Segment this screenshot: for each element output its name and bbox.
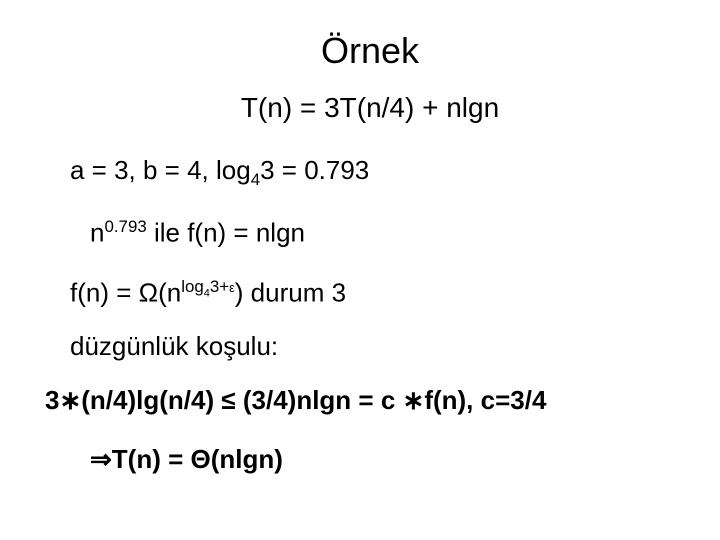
case-log: log: [181, 277, 204, 296]
reg-d: f(n), c=3/4: [424, 385, 546, 415]
slide-title: Örnek: [70, 30, 670, 72]
reg-a: 3: [45, 385, 59, 415]
params-sub: 4: [251, 170, 260, 189]
implies-arrow: ⇒: [90, 444, 112, 474]
params-a: a = 3, b = 4, log: [70, 155, 251, 185]
case-a: f(n) =: [70, 277, 139, 307]
params-line: a = 3, b = 4, log43 = 0.793: [70, 154, 670, 191]
result-line: ⇒T(n) = Θ(nlgn): [90, 443, 670, 477]
case-sup2: 3+: [210, 277, 229, 296]
compare-n: n: [90, 218, 104, 248]
leq-symbol: ≤: [221, 385, 235, 415]
result-b: (nlgn): [211, 444, 283, 474]
recurrence-text: T(n) = 3T(n/4) + nlgn: [241, 92, 499, 123]
params-b: 3 = 0.793: [260, 155, 369, 185]
case-line: f(n) = Ω(nlog43+ε) durum 3: [70, 276, 670, 310]
compare-line: n0.793 ile f(n) = nlgn: [90, 216, 670, 250]
case-b: (n: [158, 277, 181, 307]
recurrence-equation: T(n) = 3T(n/4) + nlgn: [70, 92, 670, 124]
star2: ∗: [403, 385, 425, 415]
regularity-label: düzgünlük koşulu:: [70, 330, 670, 364]
compare-rest: ile f(n) = nlgn: [147, 218, 305, 248]
case-sup1: log43+ε: [181, 277, 235, 296]
star1: ∗: [59, 385, 81, 415]
case-label: durum 3: [243, 277, 346, 307]
reg-c: (3/4)nlgn = c: [236, 385, 403, 415]
omega-symbol: Ω: [139, 277, 158, 307]
compare-sup: 0.793: [104, 217, 146, 236]
regularity-condition: 3∗(n/4)lg(n/4) ≤ (3/4)nlgn = c ∗f(n), c=…: [45, 384, 670, 418]
result-a: T(n) =: [112, 444, 191, 474]
reg-b: (n/4)lg(n/4): [81, 385, 221, 415]
theta-symbol: Θ: [191, 444, 211, 474]
